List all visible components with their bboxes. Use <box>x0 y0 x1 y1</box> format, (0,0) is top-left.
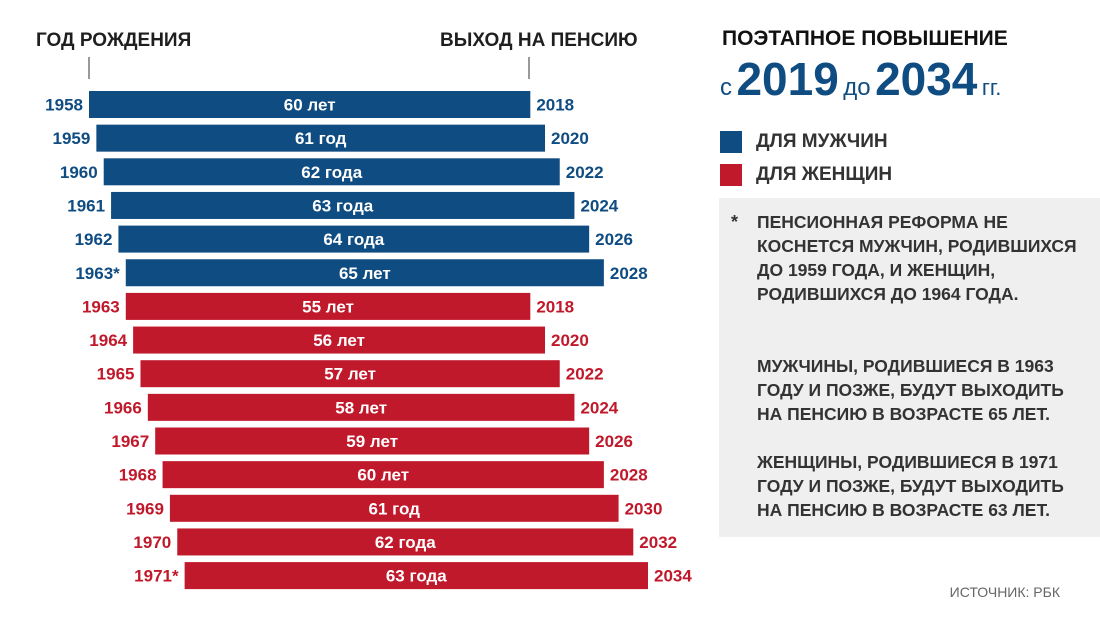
age-label-women-1: 56 лет <box>313 331 365 350</box>
birth-year-label-men-1: 1959 <box>53 129 91 148</box>
age-label-women-6: 61 год <box>369 499 421 518</box>
retire-year-label-women-6: 2030 <box>625 499 663 518</box>
birth-year-label-men-2: 1960 <box>60 163 98 182</box>
legend-women-swatch <box>720 164 742 186</box>
age-label-men-4: 64 года <box>323 230 384 249</box>
age-label-women-8: 63 года <box>386 567 447 586</box>
birth-year-label-women-0: 1963 <box>82 297 120 316</box>
bar-women-8 <box>184 562 649 590</box>
retire-year-label-women-3: 2024 <box>580 398 618 417</box>
birth-year-label-women-7: 1970 <box>133 533 171 552</box>
title-line-1: ПОЭТАПНОЕ ПОВЫШЕНИЕ <box>722 27 1008 50</box>
note-box: * ПЕНСИОННАЯ РЕФОРМА НЕ КОСНЕТСЯ МУЖЧИН,… <box>719 198 1100 537</box>
retire-year-label-women-2: 2022 <box>566 365 604 384</box>
retire-year-label-women-1: 2020 <box>551 331 589 350</box>
bar-women-0 <box>125 292 531 320</box>
retire-year-label-women-4: 2026 <box>595 432 633 451</box>
bar-women-1 <box>133 326 546 354</box>
title-suffix: гг. <box>981 75 1002 100</box>
age-label-women-3: 58 лет <box>335 398 387 417</box>
retirement-tick <box>528 57 530 79</box>
age-label-women-2: 57 лет <box>324 365 376 384</box>
bar-women-2 <box>140 360 560 388</box>
bar-men-3 <box>111 191 575 219</box>
birth-year-label-women-3: 1966 <box>104 398 142 417</box>
retire-year-label-men-1: 2020 <box>551 129 589 148</box>
retirement-header: ВЫХОД НА ПЕНСИЮ <box>440 30 638 51</box>
retire-year-label-women-7: 2032 <box>639 533 677 552</box>
retire-year-label-women-0: 2018 <box>536 297 574 316</box>
retire-year-label-men-2: 2022 <box>566 163 604 182</box>
title-year-to: 2034 <box>875 53 978 105</box>
birth-year-label-women-5: 1968 <box>119 466 157 485</box>
age-label-men-0: 60 лет <box>284 96 336 115</box>
age-label-men-3: 63 года <box>312 196 373 215</box>
age-label-men-5: 65 лет <box>339 264 391 283</box>
age-label-men-2: 62 года <box>301 163 362 182</box>
note-asterisk: * <box>731 212 739 232</box>
legend-women: ДЛЯ ЖЕНЩИН <box>720 164 892 186</box>
bar-women-3 <box>147 393 575 421</box>
bar-men-2 <box>103 158 560 186</box>
retirement-chart: 60 лет 1958 2018 61 год 1959 2020 62 года 1960 2… <box>45 91 692 590</box>
bar-men-1 <box>96 124 546 152</box>
retire-year-label-men-4: 2026 <box>595 230 633 249</box>
birth-year-tick <box>88 57 90 79</box>
title-year-from: 2019 <box>736 53 839 105</box>
bar-women-4 <box>155 427 590 455</box>
retire-year-label-men-5: 2028 <box>610 264 648 283</box>
title-line-2: с 2019 до 2034 гг. <box>720 52 1001 106</box>
bar-men-4 <box>118 225 590 253</box>
source-label: ИСТОЧНИК: РБК <box>949 584 1060 600</box>
birth-year-label-men-4: 1962 <box>75 230 113 249</box>
legend-women-label: ДЛЯ ЖЕНЩИН <box>756 164 893 185</box>
birth-year-label-women-4: 1967 <box>111 432 149 451</box>
birth-year-label-women-1: 1964 <box>89 331 127 350</box>
legend-men-label: ДЛЯ МУЖЧИН <box>756 131 888 152</box>
bar-men-0 <box>89 91 531 118</box>
age-label-women-7: 62 года <box>375 533 436 552</box>
birth-year-label-men-5: 1963* <box>75 264 120 283</box>
note-paragraph-2: МУЖЧИНЫ, РОДИВШИЕСЯ В 1963 ГОДУ И ПОЗЖЕ,… <box>757 356 1064 424</box>
bar-women-5 <box>162 461 604 489</box>
title-mid: до <box>843 74 871 101</box>
birth-year-label-women-6: 1969 <box>126 499 164 518</box>
retire-year-label-women-8: 2034 <box>654 567 692 586</box>
bar-women-7 <box>177 528 634 556</box>
bar-women-6 <box>169 494 619 522</box>
birth-year-label-women-2: 1965 <box>97 365 135 384</box>
birth-year-label-men-3: 1961 <box>67 196 105 215</box>
age-label-women-0: 55 лет <box>302 297 354 316</box>
age-label-women-4: 59 лет <box>346 432 398 451</box>
bar-men-5 <box>125 259 604 287</box>
birth-year-label-women-8: 1971* <box>134 567 179 586</box>
birth-year-header: ГОД РОЖДЕНИЯ <box>36 30 192 51</box>
title-prefix: с <box>720 74 732 101</box>
note-paragraph-1: ПЕНСИОННАЯ РЕФОРМА НЕ КОСНЕТСЯ МУЖЧИН, Р… <box>757 212 1077 304</box>
birth-year-label-men-0: 1958 <box>45 96 83 115</box>
age-label-women-5: 60 лет <box>357 466 409 485</box>
retire-year-label-men-3: 2024 <box>580 196 618 215</box>
legend-men-swatch <box>720 131 742 153</box>
note-paragraph-3: ЖЕНЩИНЫ, РОДИВШИЕСЯ В 1971 ГОДУ И ПОЗЖЕ,… <box>757 452 1064 520</box>
retire-year-label-men-0: 2018 <box>536 96 574 115</box>
retire-year-label-women-5: 2028 <box>610 466 648 485</box>
legend-men: ДЛЯ МУЖЧИН <box>720 131 888 153</box>
age-label-men-1: 61 год <box>295 129 347 148</box>
